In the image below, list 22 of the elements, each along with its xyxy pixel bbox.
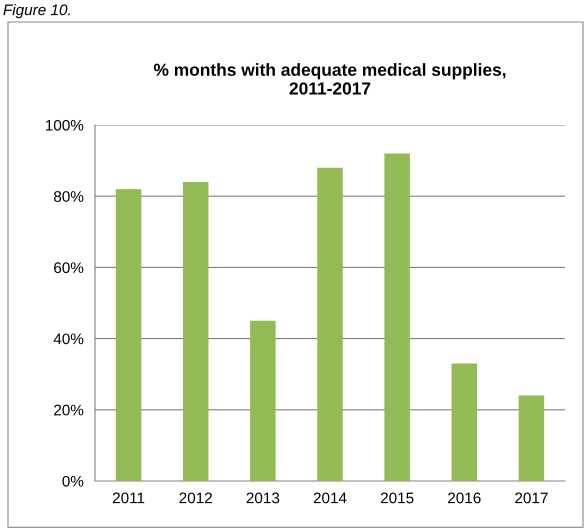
y-tick-label: 60%: [54, 262, 84, 274]
bar: [452, 364, 478, 481]
x-tick-label: 2012: [179, 492, 212, 504]
y-tick-label: 100%: [46, 120, 84, 131]
x-tick-label: 2011: [112, 492, 144, 504]
x-tick-label: 2014: [314, 492, 347, 504]
y-tick-label: 40%: [54, 333, 84, 344]
bar: [317, 168, 343, 481]
bar: [518, 396, 544, 481]
x-tick-label: 2013: [246, 492, 280, 504]
x-tick-label: 2017: [515, 492, 548, 504]
bar: [384, 153, 410, 481]
y-tick-label: 20%: [54, 404, 84, 416]
y-tick-label: 80%: [54, 191, 84, 202]
x-tick-label: 2016: [448, 492, 481, 504]
y-tick-label: 0%: [62, 476, 84, 487]
bar: [182, 182, 208, 481]
chart-title: % months with adequate medical supplies, 2011-2017: [154, 63, 506, 95]
bar: [250, 320, 276, 481]
bar: [116, 189, 142, 481]
caption: Figure 10.: [3, 4, 70, 18]
x-tick-label: 2015: [380, 492, 414, 504]
